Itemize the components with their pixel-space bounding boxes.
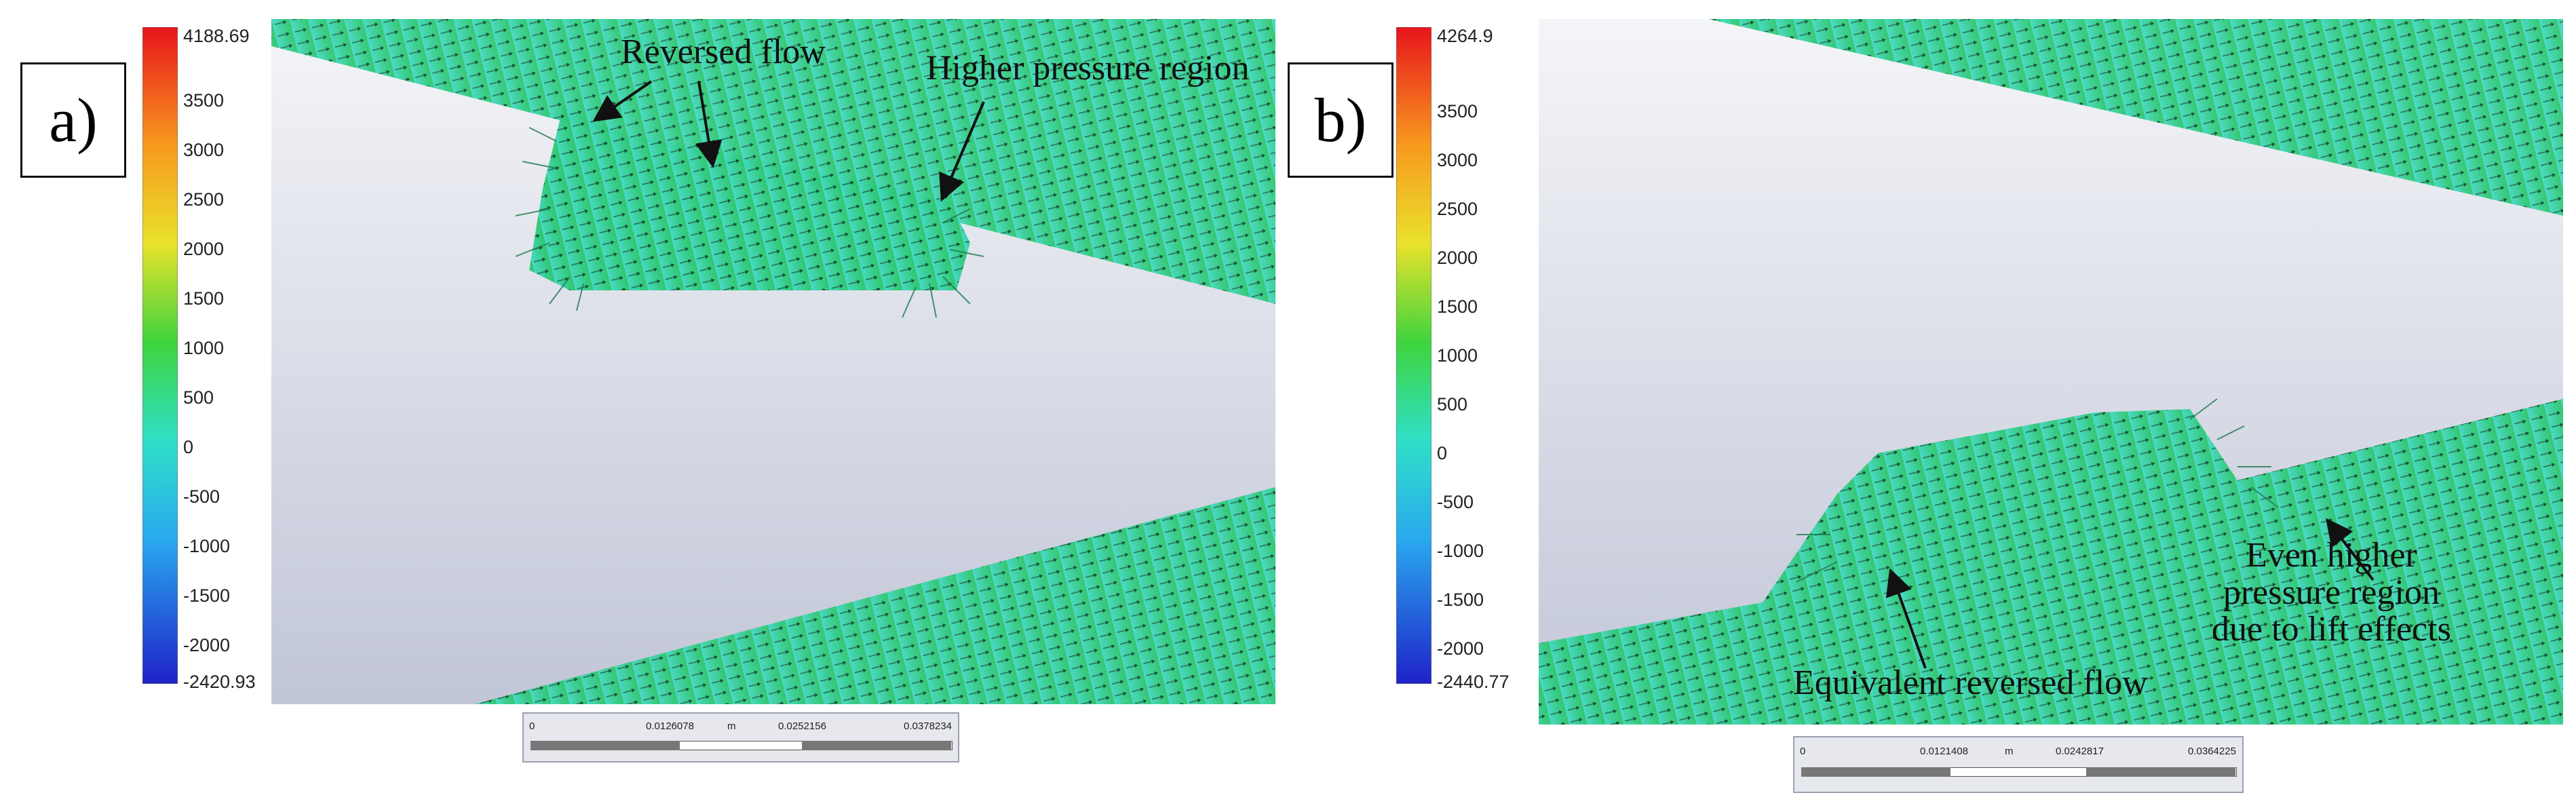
colorbar-max: 4264.9 [1437,26,1493,46]
colorbar-min: -2440.77 [1437,672,1510,692]
annotation-line-3: due to lift effects [2212,610,2451,649]
colorbar-tick: 3500 [1437,101,1478,121]
scale-bar: 0 0.0126078 m 0.0252156 0.0378234 [522,712,959,763]
simulation-view [1539,19,2563,725]
scale-unit: m [2005,746,2014,757]
colorbar-tick: -1000 [1437,541,1484,561]
annotation-line-1: Even higher [2246,536,2417,575]
vector-spray [515,127,984,318]
colorbar-tick: -2000 [183,635,231,655]
scale-label: 0.0242817 [2056,746,2104,757]
colorbar-tick: -500 [1437,492,1474,512]
colorbar-tick: 500 [183,387,214,408]
annotation-line-2: pressure region [2223,573,2440,612]
annotation-higher-pressure: Higher pressure region [926,49,1250,88]
colorbar-tick: 2500 [1437,199,1478,219]
colorbar-tick: 1000 [183,338,225,358]
colorbar-tick: -2000 [1437,638,1484,659]
colorbar-tick: 3000 [183,140,225,160]
reversed-flow-zone [529,107,970,290]
panel-label: a) [20,62,126,178]
annotation-reversed-flow: Reversed flow [621,33,826,71]
colorbar-tick: 0 [1437,443,1448,463]
scale-label: 0.0121408 [1920,746,1968,757]
colorbar-tick: 1000 [1437,345,1478,366]
simulation-view [271,19,1275,704]
colorbar-tick: 1500 [183,288,225,309]
scale-label: 0.0378234 [904,720,952,732]
scale-label: 0.0252156 [778,720,826,732]
colorbar [1396,26,1432,684]
colorbar-min: -2420.93 [183,672,256,692]
colorbar-tick: 2500 [183,189,225,210]
upper-flow-region [1708,19,2563,216]
colorbar-tick: 2000 [183,239,225,259]
scale-label: 0 [529,720,535,732]
colorbar-max: 4188.69 [183,26,250,46]
annotation-equivalent-reversed-flow: Equivalent reversed flow [1793,663,2148,702]
colorbar-tick: -1500 [183,585,231,606]
colorbar-tick: 500 [1437,394,1468,414]
panel-label: b) [1288,62,1393,178]
vector-spray [1796,398,2279,583]
colorbar-tick: 2000 [1437,248,1478,268]
scale-label: 0.0364225 [2188,746,2236,757]
lower-flow-region [1539,399,2563,725]
annotation-even-higher-pressure-block: Even higher pressure region due to lift … [2212,537,2451,649]
scale-label: 0 [1800,746,1806,757]
colorbar-tick: 3000 [1437,150,1478,170]
colorbar-tick: 1500 [1437,296,1478,317]
annotation-arrows [1885,518,2375,669]
colorbar-tick: 3500 [183,90,225,111]
colorbar-tick: -1500 [1437,590,1484,610]
colorbar-tick: 0 [183,437,194,457]
scale-label: 0.0126078 [646,720,694,732]
colorbar-tick: -500 [183,486,220,507]
panel-b: b) 4264.9 3500 3000 2500 2000 1500 1000 … [1288,0,2576,810]
colorbar-tick: -1000 [183,536,231,556]
lower-flow-region [475,487,1275,704]
panel-a: a) 4188.69 3500 3000 2500 2000 1500 1000… [20,19,1275,763]
annotation-arrows [592,80,985,202]
scale-bar: 0 0.0121408 m 0.0242817 0.0364225 [1793,736,2244,793]
upper-flow-region [271,19,1275,304]
colorbar [142,26,178,684]
scale-unit: m [727,720,736,732]
